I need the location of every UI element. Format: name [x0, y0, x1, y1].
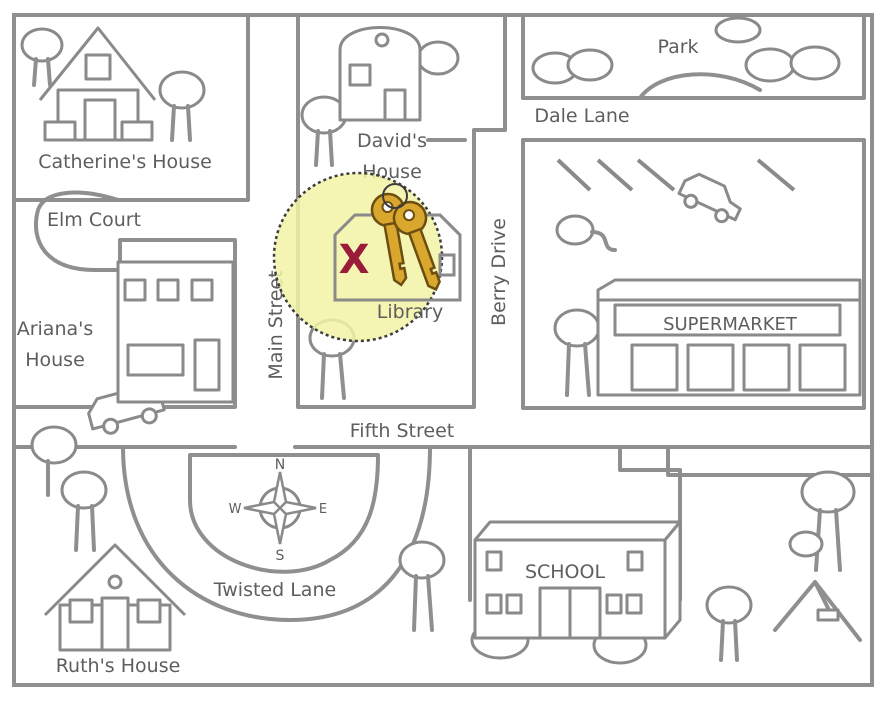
bush-icon	[788, 530, 824, 558]
main-street-label: Main Street	[265, 270, 287, 379]
school-label: SCHOOL	[525, 561, 606, 583]
parking-lot	[556, 158, 796, 192]
road-outlines	[12, 13, 874, 622]
tree-icon	[553, 308, 601, 397]
park-label: Park	[657, 36, 698, 58]
tree-icon	[300, 95, 348, 167]
supermarket-label: SUPERMARKET	[663, 314, 798, 335]
twisted-lane-label: Twisted Lane	[213, 579, 336, 601]
tree-icon	[20, 27, 64, 87]
school-icon	[473, 520, 682, 640]
map-border	[12, 13, 874, 687]
keys-icon	[370, 183, 441, 292]
parked-car-icon	[677, 172, 742, 224]
berry-drive-label: Berry Drive	[488, 218, 510, 326]
library-label: Library	[377, 301, 443, 323]
tree-icon	[60, 470, 108, 552]
compass-rose-icon	[243, 471, 317, 545]
tree-icon	[30, 425, 78, 497]
elm-court-label: Elm Court	[47, 209, 141, 231]
compass-south: S	[276, 548, 285, 564]
arianas-house-icon	[116, 260, 235, 404]
swing-set-icon	[773, 580, 862, 642]
arianas-house-label-2: House	[25, 349, 85, 371]
compass-north: N	[275, 457, 285, 473]
davids-house-icon	[338, 26, 422, 122]
catherines-house-icon	[38, 26, 157, 142]
ruths-house-label: Ruth's House	[56, 655, 181, 677]
compass-east: E	[319, 502, 327, 517]
arianas-house-label-1: Ariana's	[17, 318, 94, 340]
davids-house-label-1: David's	[357, 130, 427, 152]
fifth-street-label: Fifth Street	[350, 420, 454, 442]
x-marker: X	[339, 237, 370, 283]
tree-icon	[705, 585, 753, 662]
dale-lane-label: Dale Lane	[534, 105, 629, 127]
catherines-house-label: Catherine's House	[38, 151, 212, 173]
tree-icon	[398, 540, 446, 632]
trees	[20, 27, 856, 662]
ruths-house-icon	[43, 543, 187, 652]
compass-west: W	[229, 502, 242, 517]
library-icon-highlighted	[333, 213, 462, 302]
supermarket-icon	[596, 278, 862, 397]
tree-icon	[158, 70, 206, 142]
